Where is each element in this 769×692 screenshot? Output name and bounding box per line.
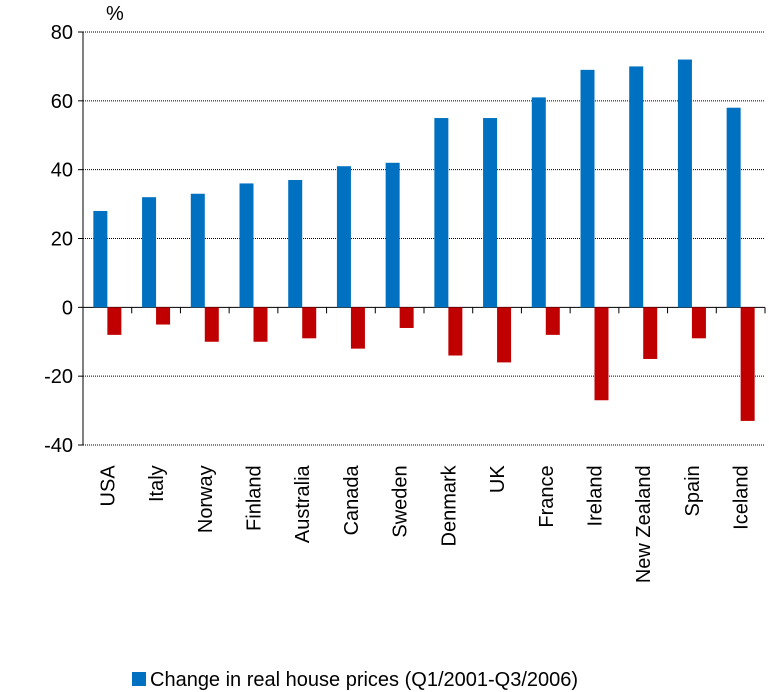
x-tick-label: New Zealand — [633, 465, 655, 583]
bar — [288, 179, 303, 308]
bar — [239, 183, 254, 308]
y-axis-label: % — [106, 3, 124, 25]
y-tick-label: 20 — [51, 229, 73, 251]
bar — [448, 307, 463, 356]
legend-label: Change in real house prices (Q1/2001-Q3/… — [150, 669, 578, 691]
bar — [142, 197, 157, 308]
bar — [253, 307, 268, 342]
y-tick-label: 0 — [62, 297, 73, 319]
bar — [399, 307, 414, 328]
x-tick-label: Spain — [682, 465, 704, 516]
y-tick-label: 40 — [51, 160, 73, 182]
x-tick-label: Iceland — [731, 465, 753, 530]
bar — [740, 307, 755, 421]
bar — [190, 193, 205, 308]
x-tick-label: Canada — [341, 464, 363, 535]
bar — [204, 307, 219, 342]
bar — [545, 307, 560, 335]
y-tick-label: 60 — [51, 91, 73, 113]
bar — [156, 307, 171, 325]
y-tick-label: 80 — [51, 22, 73, 44]
x-tick-label: Denmark — [438, 464, 460, 546]
bar — [497, 307, 512, 363]
y-tick-label: -40 — [44, 435, 73, 457]
bar — [385, 162, 400, 308]
bar — [643, 307, 658, 359]
bar — [302, 307, 317, 339]
x-tick-label: UK — [487, 465, 509, 493]
x-tick-label: Ireland — [585, 465, 607, 526]
x-tick-label: Sweden — [390, 465, 412, 537]
bar — [629, 66, 644, 308]
bar — [677, 59, 692, 308]
bar — [350, 307, 365, 349]
x-tick-label: USA — [97, 465, 119, 507]
x-tick-label: Norway — [195, 465, 217, 533]
bar — [107, 307, 122, 335]
bar — [336, 166, 351, 308]
bar — [531, 97, 546, 308]
bar — [93, 210, 108, 308]
bar — [483, 118, 498, 308]
x-tick-label: Australia — [292, 464, 314, 543]
x-tick-label: Italy — [146, 465, 168, 502]
bar — [580, 69, 595, 308]
bar — [726, 107, 741, 308]
legend-swatch — [132, 672, 146, 686]
x-tick-label: France — [536, 465, 558, 527]
y-tick-label: -20 — [44, 366, 73, 388]
bar — [594, 307, 609, 401]
bar — [691, 307, 706, 339]
bar — [434, 118, 449, 308]
x-tick-label: Finland — [244, 465, 266, 531]
